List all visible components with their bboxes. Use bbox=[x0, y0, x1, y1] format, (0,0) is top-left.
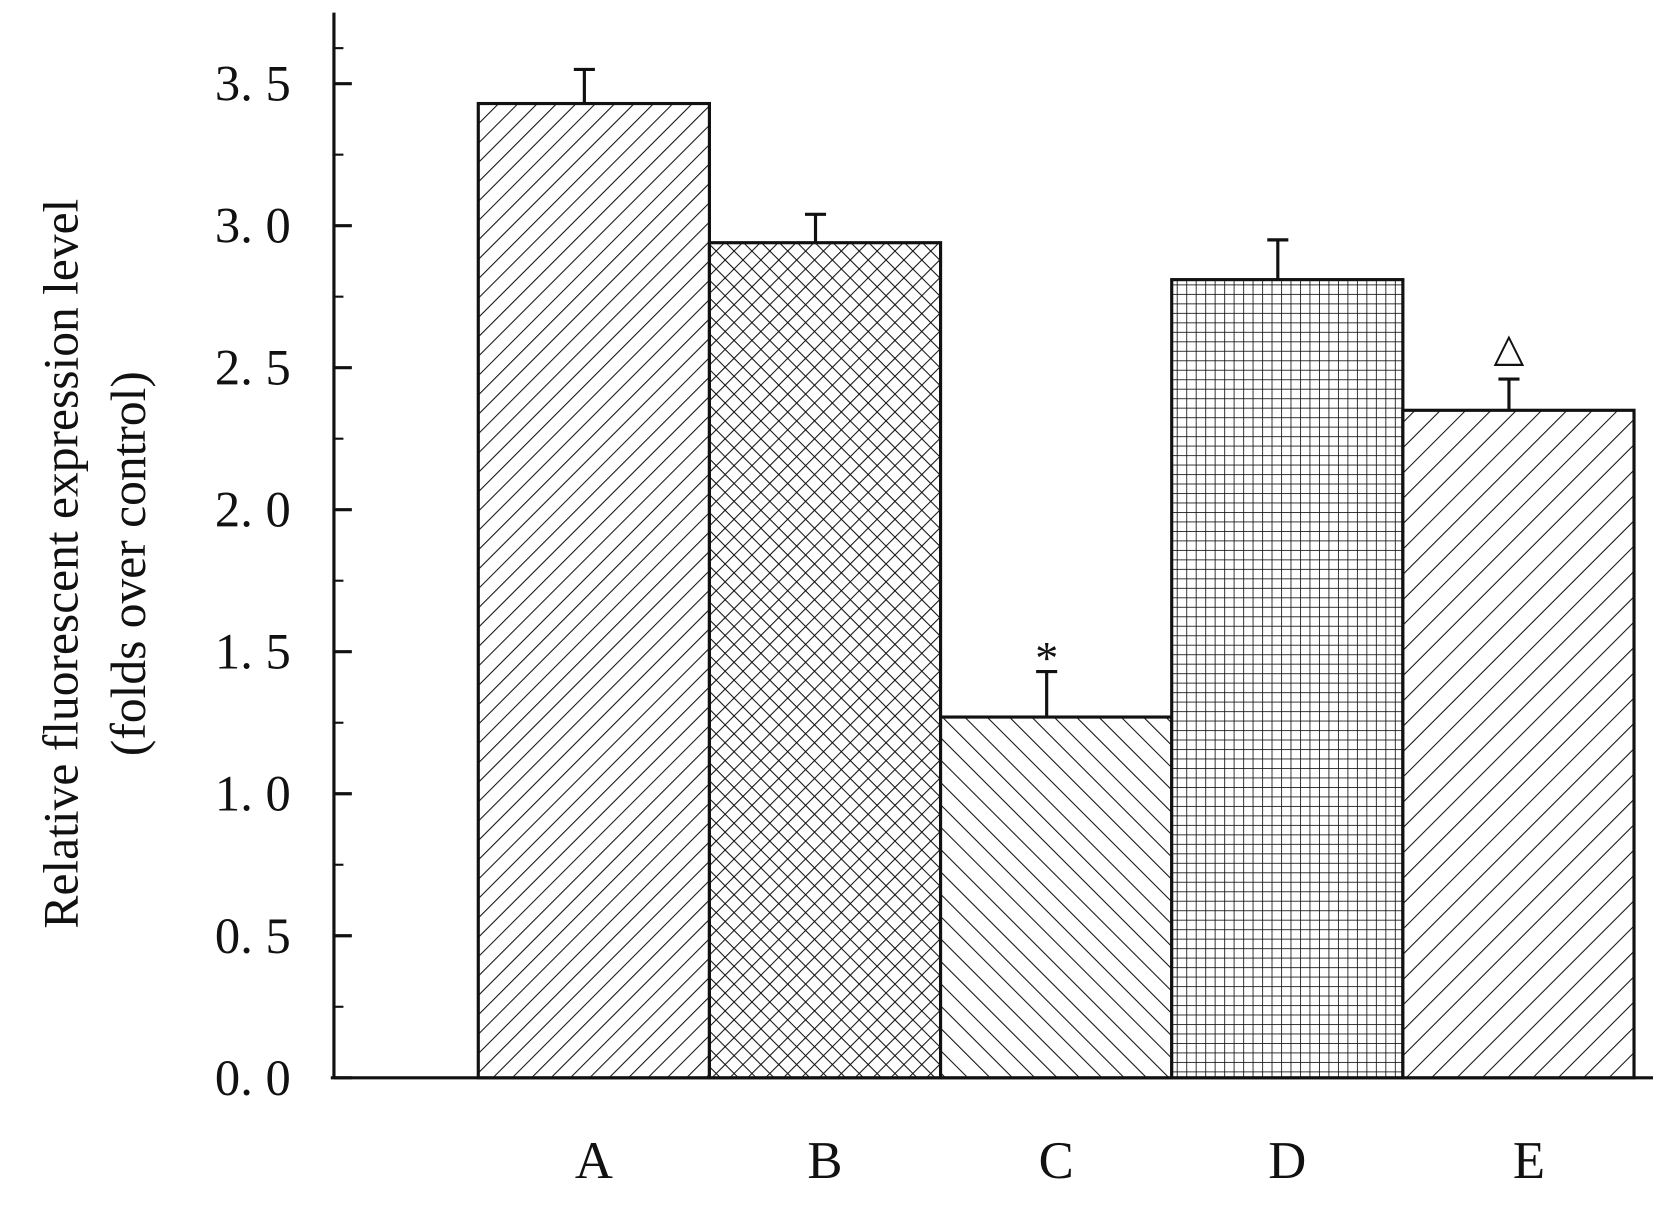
y-tick-label: 3. 0 bbox=[215, 198, 291, 254]
bar bbox=[1170, 278, 1405, 1080]
y-tick-label: 3. 5 bbox=[215, 56, 291, 112]
bar bbox=[707, 241, 943, 1080]
y-axis-title: Relative fluorescent expression level bbox=[34, 199, 89, 929]
bar bbox=[938, 715, 1174, 1080]
bar bbox=[1401, 408, 1636, 1080]
x-tick-label: A bbox=[575, 1132, 613, 1190]
x-tick-label: D bbox=[1268, 1132, 1306, 1190]
x-tick-label: B bbox=[807, 1132, 842, 1190]
y-tick-label: 2. 0 bbox=[215, 482, 291, 538]
x-tick-label: E bbox=[1513, 1132, 1545, 1190]
y-tick-label: 0. 0 bbox=[215, 1050, 291, 1106]
bar bbox=[476, 101, 712, 1080]
x-tick-label: C bbox=[1039, 1132, 1074, 1190]
y-tick-label: 1. 5 bbox=[215, 624, 291, 680]
y-tick-label: 1. 0 bbox=[215, 766, 291, 822]
y-axis-title: (folds over control) bbox=[101, 371, 156, 756]
y-tick-label: 0. 5 bbox=[215, 908, 291, 964]
y-tick-label: 2. 5 bbox=[215, 340, 291, 396]
annotation: △ bbox=[1494, 325, 1525, 370]
annotation: * bbox=[1035, 633, 1058, 684]
